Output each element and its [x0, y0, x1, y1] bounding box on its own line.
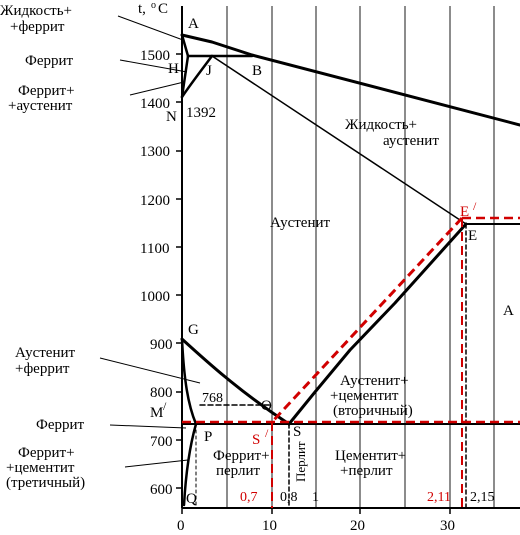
- y-tick-1000: 1000: [140, 289, 170, 305]
- point-n: N: [166, 109, 177, 125]
- leader-lines: [99, 15, 201, 468]
- y-tick-1400: 1400: [140, 96, 170, 112]
- svg-text:t,: t,: [138, 1, 146, 17]
- point-labels: A H J B N 1392 E E / A G O M / 768 P S /…: [150, 16, 514, 507]
- label-austenite-cementite-1: Аустенит+: [340, 373, 409, 389]
- point-q: Q: [186, 491, 197, 507]
- y-tick-900: 900: [150, 337, 173, 353]
- point-a: A: [188, 16, 199, 32]
- label-austenite-cementite-3: (вторичный): [333, 403, 413, 419]
- y-tick-marks: [176, 53, 182, 489]
- liquidus-line-ab: [180, 33, 520, 127]
- point-g: G: [188, 322, 199, 338]
- x-label-0-7-red: 0,7: [240, 490, 258, 505]
- x-tick-30: 30: [440, 518, 455, 534]
- line-hn: [180, 54, 190, 99]
- label-ferrite-cementite-3: (третичный): [6, 475, 85, 491]
- red-dashed-lines: [182, 216, 520, 508]
- label-liquid-ferrite-2: +феррит: [10, 19, 65, 35]
- point-j: J: [206, 63, 212, 79]
- label-ferrite-austenite-1: Феррит+: [18, 83, 75, 99]
- x-tick-0: 0: [177, 518, 185, 534]
- x-tick-10: 10: [262, 518, 277, 534]
- label-ferrite-pearlite-1: Феррит+: [213, 448, 270, 464]
- label-ferrite-cementite-1: Феррит+: [18, 445, 75, 461]
- y-tick-1300: 1300: [140, 144, 170, 160]
- point-h: H: [168, 61, 179, 77]
- x-label-1: 1: [312, 490, 319, 505]
- label-ferrite-top: Феррит: [25, 53, 74, 69]
- y-tick-700: 700: [150, 434, 173, 450]
- point-n-value: 1392: [186, 105, 216, 121]
- x-tick-marks: [181, 508, 451, 514]
- point-e: E: [468, 228, 477, 244]
- label-liquid-austenite-2: аустенит: [383, 133, 439, 149]
- svg-text:o: o: [151, 0, 156, 11]
- line-ah: [180, 33, 190, 58]
- point-o: O: [261, 398, 272, 414]
- line-pq: [182, 422, 198, 507]
- label-cementite-pearlite-2: +перлит: [340, 463, 393, 479]
- y-tick-600: 600: [150, 482, 173, 498]
- axes: [176, 6, 520, 514]
- point-p: P: [204, 429, 212, 445]
- point-b: B: [252, 63, 262, 79]
- y-tick-1200: 1200: [140, 193, 170, 209]
- y-tick-800: 800: [150, 385, 173, 401]
- y-axis-title: t, o C: [138, 0, 168, 17]
- line-je: [211, 55, 467, 225]
- x-label-2-11-red: 2,11: [427, 490, 451, 505]
- line-gp: [180, 337, 198, 426]
- line-jn: [180, 54, 214, 99]
- x-label-2-15: 2,15: [470, 490, 495, 505]
- red-line-es-prime: [270, 216, 464, 424]
- x-tick-labels: 0 10 20 30 0,8 1 2,15 0,7 2,11: [177, 490, 495, 534]
- point-m-mark: /: [163, 399, 167, 413]
- line-es-acm: [287, 222, 468, 426]
- label-austenite-ferrite-2: +феррит: [15, 361, 70, 377]
- label-cementite-pearlite-1: Цементит+: [335, 448, 406, 464]
- label-austenite-cementite-2: +цементит: [330, 388, 399, 404]
- label-ferrite-mid: Феррит: [36, 417, 85, 433]
- point-e-prime: E: [460, 204, 469, 220]
- y-tick-1500: 1500: [140, 48, 170, 64]
- phase-lines: [180, 33, 520, 509]
- point-s-prime-mark: /: [265, 426, 269, 440]
- label-ferrite-pearlite-2: перлит: [216, 463, 261, 479]
- svg-text:C: C: [158, 1, 168, 17]
- point-a-right: A: [503, 303, 514, 319]
- point-e-prime-mark: /: [473, 199, 477, 213]
- label-liquid-ferrite-1: Жидкость+: [0, 3, 72, 19]
- label-liquid-austenite-1: Жидкость+: [345, 117, 417, 133]
- y-tick-labels: 1500 1400 1300 1200 1100 1000 900 800 70…: [140, 48, 173, 498]
- label-ferrite-austenite-2: +аустенит: [8, 98, 73, 114]
- label-ferrite-cementite-2: +цементит: [6, 460, 75, 476]
- line-gs: [180, 337, 291, 426]
- point-s: S: [293, 424, 301, 440]
- region-labels: Жидкость+ +феррит Феррит Феррит+ +аустен…: [0, 3, 439, 491]
- label-austenite: Аустенит: [270, 215, 331, 231]
- label-768: 768: [202, 391, 223, 406]
- y-tick-1100: 1100: [140, 241, 169, 257]
- label-pearlite-vertical: Перлит: [293, 441, 308, 482]
- x-tick-20: 20: [350, 518, 365, 534]
- label-austenite-ferrite-1: Аустенит: [15, 345, 76, 361]
- x-label-0-8: 0,8: [280, 490, 298, 505]
- point-s-prime: S: [252, 432, 260, 448]
- point-m: M: [150, 405, 163, 421]
